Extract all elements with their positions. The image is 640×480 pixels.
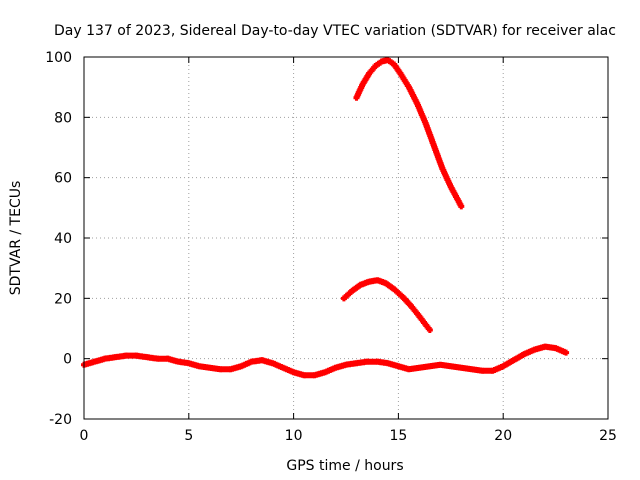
x-tick-label: 0: [80, 428, 89, 444]
data-marker-fill: [431, 144, 445, 170]
data-marker-fill: [380, 57, 390, 65]
data-marker-fill: [415, 102, 428, 125]
y-axis-label: SDTVAR / TECUs: [8, 181, 24, 296]
x-tick-label: 15: [389, 428, 407, 444]
y-tick-label: 0: [63, 352, 72, 368]
data-points: [81, 57, 570, 379]
y-tick-label: 80: [54, 110, 72, 126]
chart-title: Day 137 of 2023, Sidereal Day-to-day VTE…: [54, 23, 616, 39]
x-tick-label: 5: [184, 428, 193, 444]
series-arc-2: [353, 57, 465, 210]
ticks: 0 5 10 15 20 25 -20 0 20 40 60 80 100: [45, 50, 617, 444]
x-tick-label: 10: [285, 428, 303, 444]
x-axis-label: GPS time / hours: [286, 458, 403, 474]
y-tick-label: 100: [45, 50, 72, 66]
data-marker-fill: [373, 59, 384, 68]
y-tick-label: 20: [54, 291, 72, 307]
data-point: [563, 349, 570, 356]
series-arc-1: [340, 277, 433, 334]
plot-frame: [83, 56, 609, 420]
data-point: [426, 327, 433, 334]
data-marker-fill: [423, 122, 437, 148]
y-tick-label: 40: [54, 231, 72, 247]
data-marker-fill: [386, 58, 396, 67]
y-tick-label: -20: [49, 412, 72, 428]
grid: [84, 57, 608, 419]
x-tick-label: 25: [599, 428, 617, 444]
data-point: [458, 203, 465, 210]
series-baseline: [81, 343, 570, 379]
data-marker-fill: [448, 185, 464, 208]
y-tick-label: 60: [54, 171, 72, 187]
x-tick-label: 20: [494, 428, 512, 444]
